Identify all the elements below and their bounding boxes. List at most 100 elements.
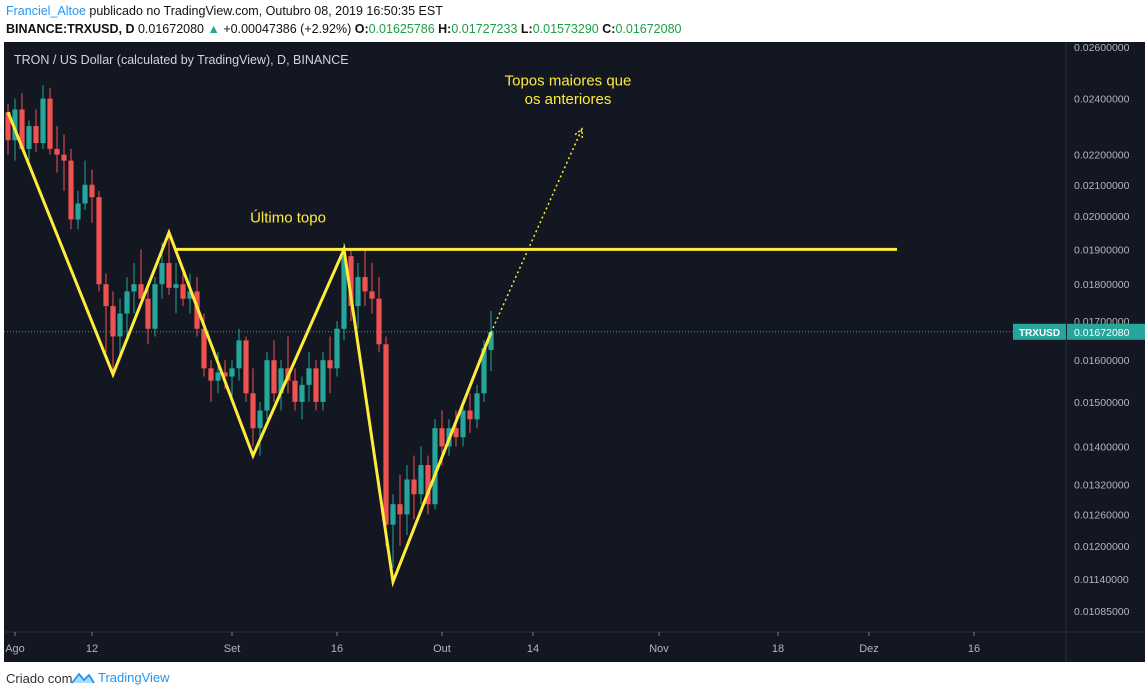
x-tick-label: Dez bbox=[859, 643, 879, 655]
candle-body bbox=[411, 479, 417, 495]
y-tick-label: 0.01085000 bbox=[1074, 606, 1130, 618]
y-tick-label: 0.01140000 bbox=[1074, 574, 1129, 586]
candle-body bbox=[152, 284, 158, 329]
last-price: 0.01672080 bbox=[137, 22, 205, 36]
y-tick-label: 0.01320000 bbox=[1074, 479, 1130, 491]
published-text: publicado no TradingView.com, Outubro 08… bbox=[89, 4, 443, 18]
candles-group bbox=[5, 85, 494, 568]
candle-body bbox=[47, 98, 53, 149]
candle-body bbox=[271, 360, 277, 394]
candle-body bbox=[222, 372, 228, 377]
candle-body bbox=[82, 184, 88, 204]
candle-body bbox=[418, 465, 424, 495]
x-tick-label: 16 bbox=[968, 643, 980, 655]
tradingview-logo[interactable]: TradingView bbox=[71, 670, 170, 685]
header-publish-line: Franciel_Altoe publicado no TradingView.… bbox=[6, 4, 443, 18]
candle-body bbox=[334, 328, 340, 369]
candle-body bbox=[488, 331, 494, 350]
x-tick-label: Set bbox=[224, 643, 241, 655]
candle-body bbox=[467, 410, 473, 420]
candle-body bbox=[12, 109, 18, 141]
candle-body bbox=[383, 344, 389, 525]
candle-body bbox=[40, 98, 46, 144]
y-tick-label: 0.01500000 bbox=[1074, 397, 1130, 409]
candle-body bbox=[432, 428, 438, 505]
candle-body bbox=[208, 368, 214, 381]
symbol-label: BINANCE:TRXUSD, D bbox=[6, 22, 135, 36]
x-tick-label: 12 bbox=[86, 643, 98, 655]
candle-body bbox=[341, 256, 347, 329]
low-value: 0.01573290 bbox=[532, 22, 599, 36]
candle-body bbox=[327, 360, 333, 369]
candle-body bbox=[68, 160, 74, 220]
candle-body bbox=[110, 306, 116, 337]
candle-body bbox=[250, 393, 256, 429]
candle-body bbox=[453, 428, 459, 438]
candle-body bbox=[124, 291, 130, 314]
chart-header: Franciel_Altoe publicado no TradingView.… bbox=[0, 0, 1145, 40]
candle-body bbox=[26, 126, 32, 149]
open-label: O: bbox=[354, 22, 369, 36]
candle-body bbox=[390, 504, 396, 525]
candle-body bbox=[166, 263, 172, 288]
candle-body bbox=[376, 298, 382, 345]
candle-body bbox=[33, 126, 39, 144]
chart-panel[interactable]: TRON / US Dollar (calculated by TradingV… bbox=[4, 42, 1145, 662]
candle-body bbox=[229, 368, 235, 377]
candle-body bbox=[362, 277, 368, 292]
candle-body bbox=[145, 298, 151, 329]
chart-background bbox=[4, 42, 1145, 662]
y-tick-label: 0.01600000 bbox=[1074, 355, 1130, 367]
low-label: L: bbox=[520, 22, 533, 36]
candle-body bbox=[187, 291, 193, 299]
y-tick-label: 0.01200000 bbox=[1074, 541, 1130, 553]
created-with-text: Criado com bbox=[6, 671, 73, 686]
annotation-text-0: Último topo bbox=[250, 210, 326, 227]
candle-body bbox=[425, 465, 431, 505]
candle-body bbox=[138, 284, 144, 299]
price-tag-bg bbox=[1067, 323, 1145, 340]
candle-body bbox=[369, 291, 375, 299]
chart-title: TRON / US Dollar (calculated by TradingV… bbox=[14, 53, 349, 67]
tradingview-brand: TradingView bbox=[98, 670, 170, 685]
tradingview-logo-icon bbox=[71, 672, 95, 684]
change-up-arrow-icon: ▲ bbox=[207, 22, 220, 36]
footer: Criado com TradingView bbox=[0, 664, 1145, 696]
candle-body bbox=[5, 112, 11, 141]
y-tick-label: 0.01260000 bbox=[1074, 509, 1130, 521]
y-tick-label: 0.02200000 bbox=[1074, 150, 1130, 162]
x-tick-label: Out bbox=[433, 643, 451, 655]
symbol-tag: TRXUSD bbox=[1019, 328, 1060, 339]
candle-body bbox=[264, 360, 270, 411]
candle-body bbox=[439, 428, 445, 447]
candle-body bbox=[96, 197, 102, 285]
open-value: 0.01625786 bbox=[368, 22, 435, 36]
candle-body bbox=[404, 479, 410, 515]
candlestick-chart[interactable]: TRON / US Dollar (calculated by TradingV… bbox=[4, 42, 1145, 662]
candle-body bbox=[19, 109, 25, 149]
y-tick-label: 0.02100000 bbox=[1074, 180, 1130, 192]
x-tick-label: 16 bbox=[331, 643, 343, 655]
change-value: +0.00047386 (+2.92%) bbox=[223, 22, 352, 36]
price-tag: 0.01672080 bbox=[1074, 327, 1130, 339]
candle-body bbox=[355, 277, 361, 307]
candle-body bbox=[201, 328, 207, 369]
header-ohlc-line: BINANCE:TRXUSD, D 0.01672080 ▲ +0.000473… bbox=[6, 22, 681, 36]
y-tick-label: 0.02000000 bbox=[1074, 211, 1130, 223]
candle-body bbox=[313, 368, 319, 402]
candle-body bbox=[292, 380, 298, 402]
zigzag-path bbox=[6, 111, 493, 588]
y-tick-label: 0.02600000 bbox=[1074, 42, 1130, 54]
candle-body bbox=[173, 284, 179, 288]
annotation-text-2: os anteriores bbox=[525, 91, 612, 108]
candle-body bbox=[89, 184, 95, 198]
x-tick-label: Nov bbox=[649, 643, 669, 655]
y-tick-label: 0.01800000 bbox=[1074, 279, 1130, 291]
author-link[interactable]: Franciel_Altoe bbox=[6, 4, 86, 18]
candle-body bbox=[320, 360, 326, 402]
x-tick-label: 18 bbox=[772, 643, 784, 655]
candle-body bbox=[257, 410, 263, 429]
close-label: C: bbox=[602, 22, 616, 36]
candle-body bbox=[103, 284, 109, 307]
candle-body bbox=[54, 148, 60, 155]
